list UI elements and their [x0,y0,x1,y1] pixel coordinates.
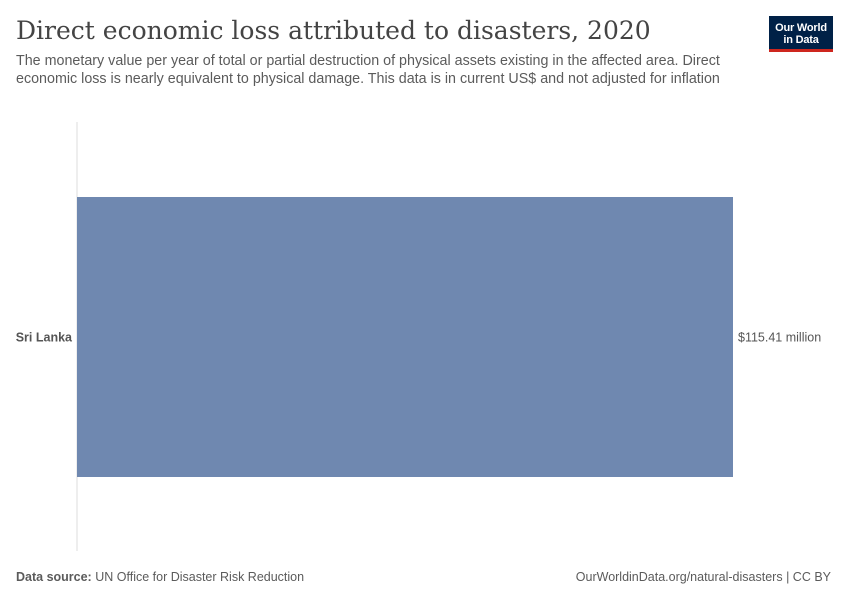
data-source-label: Data source: [16,570,92,584]
chart-subtitle: The monetary value per year of total or … [16,53,720,87]
data-source: Data source: UN Office for Disaster Risk… [16,569,304,585]
bar-sri-lanka[interactable] [77,197,733,477]
logo-line-2: in Data [783,33,819,46]
natural-disasters-link[interactable]: OurWorldinData.org/natural-disasters [575,570,783,584]
chart-title: Direct economic loss attributed to disas… [16,16,651,45]
category-label: Sri Lanka [16,331,73,345]
value-label: $115.41 million [738,331,821,345]
logo-line-1: Our World [775,21,827,34]
footer-link-area: OurWorldinData.org/natural-disasters | C… [576,569,831,585]
data-source-value: UN Office for Disaster Risk Reduction [95,570,305,584]
license-text: | CC BY [782,570,831,584]
owid-logo[interactable]: Our World in Data [769,16,833,52]
